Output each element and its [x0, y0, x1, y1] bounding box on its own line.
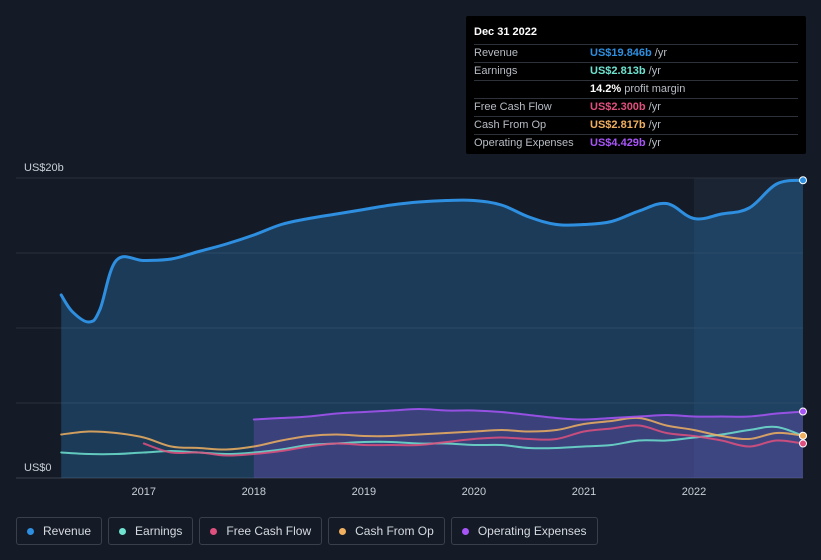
tooltip-row-label	[474, 81, 590, 98]
legend-label: Operating Expenses	[477, 524, 587, 538]
legend-dot-icon	[461, 527, 469, 535]
tooltip-panel: Dec 31 2022 Revenue US$19.846b/yr Earnings…	[466, 16, 806, 154]
tooltip-row-unit: profit margin	[624, 83, 686, 95]
legend: Revenue Earnings Free Cash Flow Cash From O…	[16, 517, 598, 547]
tooltip-row-label: Revenue	[474, 47, 519, 59]
tooltip-row: Earnings US$2.813b/yr	[474, 62, 798, 80]
tooltip-row-label: Operating Expenses	[474, 137, 574, 149]
tooltip-row: Operating Expenses US$4.429b/yr	[474, 134, 798, 152]
tooltip-row-unit: /yr	[648, 137, 661, 149]
legend-label: Revenue	[43, 524, 92, 538]
x-axis-tick-label: 2021	[572, 486, 596, 498]
tooltip-row-label: Free Cash Flow	[474, 101, 552, 113]
legend-dot-icon	[210, 527, 218, 535]
legend-item-revenue[interactable]: Revenue	[16, 517, 103, 545]
tooltip-row-value: US$4.429b	[590, 137, 646, 149]
legend-item-cash-from-op[interactable]: Cash From Op	[328, 517, 445, 545]
legend-label: Earnings	[135, 524, 183, 538]
tooltip-date: Dec 31 2022	[474, 26, 537, 38]
x-axis-tick-label: 2022	[682, 486, 706, 498]
x-axis-tick-label: 2018	[242, 486, 266, 498]
tooltip-row-label: Earnings	[474, 65, 518, 77]
revenue-area	[61, 180, 803, 479]
legend-dot-icon	[339, 527, 347, 535]
revenue-line	[59, 178, 805, 324]
tooltip-row-value: US$2.817b	[590, 119, 646, 131]
legend-item-free-cash-flow[interactable]: Free Cash Flow	[199, 517, 323, 545]
x-axis-tick-label: 2020	[462, 486, 486, 498]
tooltip-row-unit: /yr	[648, 65, 661, 77]
tooltip-row-value: US$19.846b	[590, 47, 652, 59]
tooltip-row-value: US$2.813b	[590, 65, 646, 77]
tooltip-row-value: 14.2%	[590, 83, 622, 95]
tooltip-row: Cash From Op US$2.817b/yr	[474, 116, 798, 134]
free-cash-flow-line	[142, 424, 804, 457]
legend-label: Free Cash Flow	[226, 524, 312, 538]
x-axis-tick-label: 2017	[132, 486, 156, 498]
legend-dot-icon	[119, 527, 127, 535]
revenue-end-marker	[799, 176, 807, 185]
tooltip-row-unit: /yr	[648, 101, 661, 113]
y-axis-label-max: US$20b	[24, 162, 64, 174]
tooltip-row: Revenue US$19.846b/yr	[474, 44, 798, 62]
legend-dot-icon	[27, 527, 34, 535]
legend-item-operating-expenses[interactable]: Operating Expenses	[450, 517, 598, 545]
cash-from-op-end-marker	[799, 431, 807, 440]
tooltip-row-unit: /yr	[654, 47, 667, 59]
tooltip-row: 14.2% profit margin	[474, 80, 798, 98]
tooltip-row: Free Cash Flow US$2.300b/yr	[474, 98, 798, 116]
tooltip-row-value: US$2.300b	[590, 101, 646, 113]
y-axis-label-min: US$0	[24, 462, 52, 474]
legend-item-earnings[interactable]: Earnings	[108, 517, 194, 545]
tooltip-row-label: Cash From Op	[474, 119, 547, 131]
tooltip-row-unit: /yr	[648, 119, 661, 131]
cash-from-op-line	[60, 416, 804, 451]
operating-expenses-line	[252, 408, 804, 421]
x-axis-tick-label: 2019	[352, 486, 376, 498]
legend-label: Cash From Op	[355, 524, 434, 538]
operating-expenses-end-marker	[799, 407, 807, 416]
free-cash-flow-end-marker	[799, 439, 807, 448]
